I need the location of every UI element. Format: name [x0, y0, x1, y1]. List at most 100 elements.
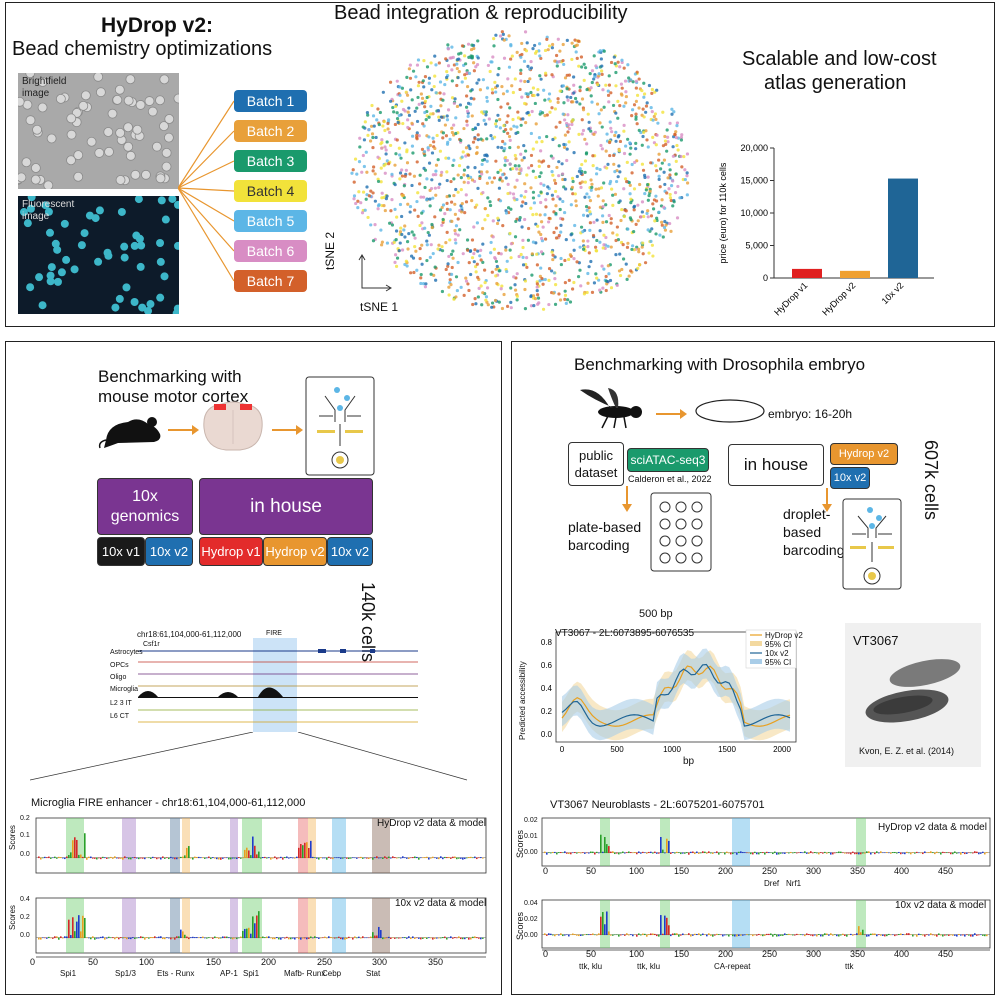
fluorescent-bead — [51, 239, 60, 248]
tsne-point — [388, 80, 393, 84]
tsne-point — [452, 177, 456, 181]
tsne-point — [468, 249, 473, 253]
attribution-frame — [541, 899, 991, 949]
attribution-mark — [832, 852, 834, 855]
tsne-point — [399, 226, 403, 230]
track-oligo: Oligo — [110, 674, 127, 681]
bead — [93, 73, 104, 82]
tsne-point — [564, 301, 568, 305]
tsne-point — [553, 107, 557, 111]
attribution-mark — [262, 857, 264, 859]
attribution-mark — [262, 936, 264, 939]
attribution-mark — [690, 851, 692, 854]
tsne-point — [403, 235, 407, 239]
attribution-mark — [972, 934, 974, 937]
tsne-point — [370, 103, 374, 108]
tsne-point — [380, 138, 384, 142]
tsne-point — [553, 255, 557, 259]
attribution-mark — [904, 852, 906, 855]
tsne-point — [493, 122, 498, 126]
attribution-mark — [242, 930, 244, 939]
attribution-mark — [738, 934, 740, 937]
attribution-mark — [822, 934, 824, 937]
tsne-point — [407, 67, 411, 71]
tsne-point — [526, 79, 530, 84]
tsne-point — [663, 134, 667, 139]
tsne-point — [602, 181, 606, 185]
tsne-point — [464, 279, 469, 283]
attribution-mark — [384, 937, 386, 939]
tsne-point — [465, 109, 470, 113]
tsne-point — [593, 75, 597, 79]
tsne-point — [493, 257, 498, 261]
attribution-mark — [730, 934, 732, 936]
tsne-point — [546, 220, 551, 224]
tsne-point — [460, 80, 464, 84]
tsne-point — [415, 119, 420, 124]
tsne-point — [676, 184, 680, 189]
tsne-point — [465, 85, 470, 89]
attribution-mark — [472, 936, 474, 939]
tsne-point — [584, 152, 589, 156]
tsne-point — [650, 243, 655, 247]
tsne-point — [506, 191, 510, 196]
attribution-mark — [590, 934, 592, 936]
attribution-mark — [834, 852, 836, 854]
tsne-point — [569, 233, 573, 237]
tsne-point — [506, 304, 510, 309]
tsne-point — [444, 267, 448, 272]
attribution-mark — [356, 937, 358, 939]
tsne-point — [604, 220, 609, 224]
attribution-mark — [150, 857, 152, 859]
tsne-point — [433, 74, 437, 78]
attribution-mark — [608, 846, 610, 854]
attribution-mark — [264, 937, 266, 939]
tsne-point — [382, 204, 386, 208]
attribution-mark — [198, 856, 200, 859]
tsne-point — [506, 206, 511, 210]
tsne-point — [353, 157, 358, 161]
tsne-point — [456, 190, 460, 194]
tsne-point — [522, 195, 527, 199]
tsne-point — [571, 100, 575, 104]
tsne-point — [607, 140, 612, 145]
attribution-mark — [134, 856, 136, 859]
tsne-point — [467, 261, 471, 265]
attribution-mark — [844, 852, 846, 854]
attribution-mark — [648, 934, 650, 936]
attribution-mark — [110, 856, 112, 859]
attribution-mark — [98, 937, 100, 939]
tsne-point — [437, 118, 441, 122]
tsne-point — [365, 185, 369, 189]
attribution-frame — [35, 817, 487, 874]
attribution-mark — [584, 934, 586, 936]
attribution-mark — [740, 934, 742, 936]
tsne-point — [373, 223, 377, 227]
attribution-mark — [636, 934, 638, 937]
attribution-mark — [772, 852, 774, 855]
attribution-mark — [918, 933, 920, 936]
attribution-mark — [872, 852, 874, 854]
tsne-point — [467, 144, 471, 148]
attribution-mark — [196, 856, 198, 859]
tsne-point — [466, 174, 470, 178]
tsne-point — [459, 51, 463, 55]
attribution-mark — [978, 852, 980, 855]
sub-10x-v1: 10x v1 — [97, 537, 145, 566]
tsne-point — [481, 78, 486, 82]
tsne-point — [630, 247, 634, 252]
attribution-mark — [576, 852, 578, 854]
attribution-mark — [866, 851, 868, 854]
attribution-mark — [300, 937, 302, 940]
tsne-point — [620, 58, 624, 62]
attribution-mark — [218, 857, 220, 860]
tsne-point — [586, 239, 590, 243]
attribution-mark — [124, 937, 126, 939]
attribution-mark — [252, 916, 254, 939]
hydrop-title: HyDrop v2: — [101, 14, 214, 37]
attribution-mark — [892, 852, 894, 854]
attribution-mark — [470, 937, 472, 940]
attribution-mark — [442, 857, 444, 860]
bead — [161, 161, 172, 172]
tsne-point — [651, 202, 655, 206]
